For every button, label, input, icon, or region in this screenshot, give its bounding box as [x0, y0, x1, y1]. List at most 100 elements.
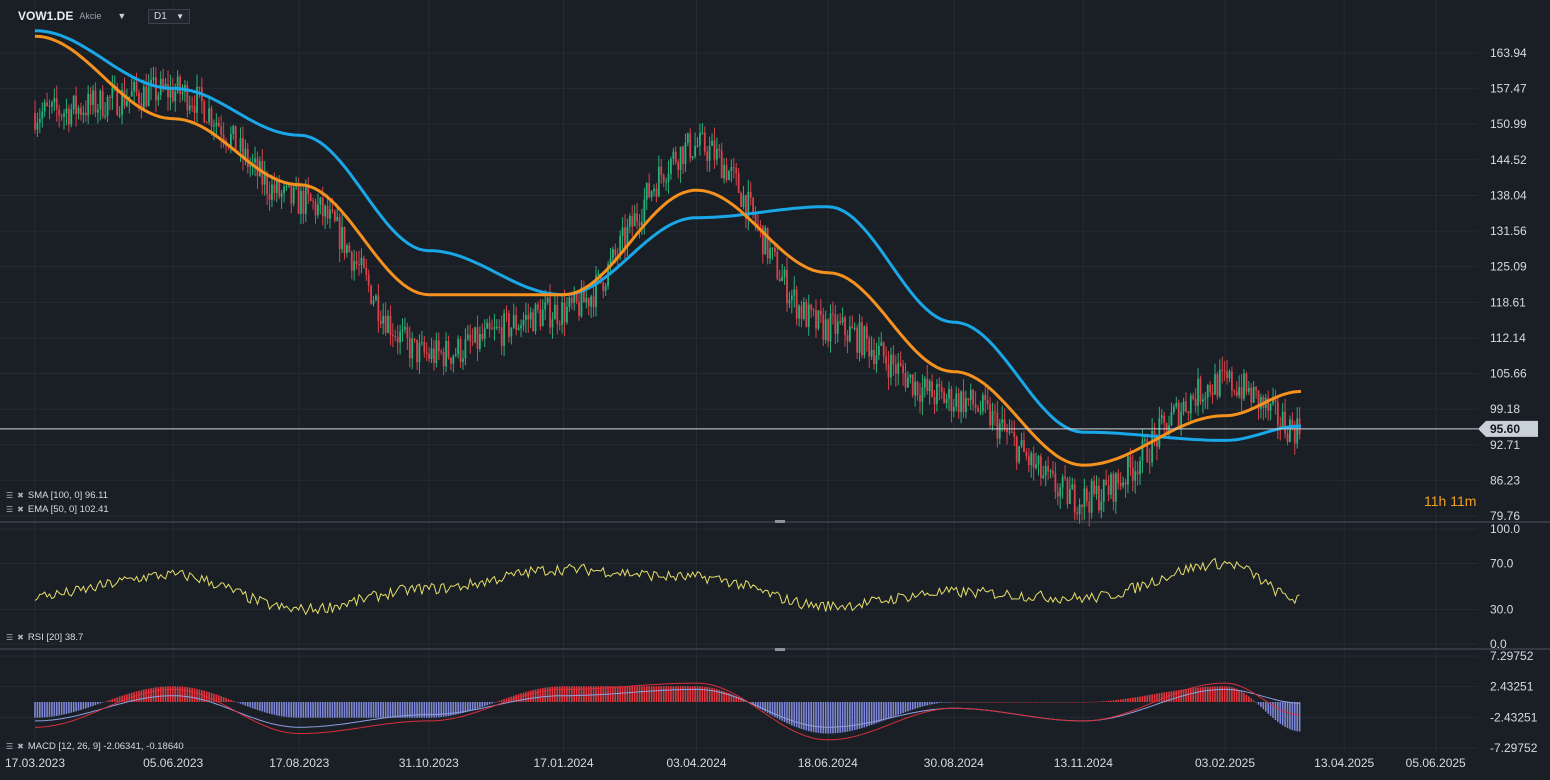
macd-histogram-bar — [890, 702, 892, 718]
candle-body — [34, 113, 36, 130]
candle-body — [89, 94, 92, 105]
pane-resize-handle-1[interactable] — [775, 520, 785, 523]
close-icon[interactable]: ✖ — [17, 505, 24, 514]
close-icon[interactable]: ✖ — [17, 742, 24, 751]
candle-body — [1095, 485, 1098, 495]
settings-icon[interactable]: ☰ — [6, 505, 14, 514]
candle-body — [239, 138, 242, 152]
macd-histogram-bar — [1211, 686, 1214, 702]
macd-histogram-bar — [928, 702, 931, 705]
candle-body — [534, 304, 537, 332]
candle-body — [70, 109, 73, 125]
macd-histogram-bar — [239, 702, 242, 704]
pane-resize-handle-2[interactable] — [775, 648, 785, 651]
macd-histogram-bar — [522, 692, 525, 702]
candle-body — [585, 298, 588, 303]
candle-body — [1136, 471, 1139, 475]
macd-histogram-bar — [442, 702, 445, 717]
candle-body — [171, 86, 174, 102]
macd-histogram-bar — [305, 702, 307, 718]
macd-signal-line — [35, 688, 1300, 728]
macd-histogram-bar — [278, 702, 281, 716]
settings-icon[interactable]: ☰ — [6, 491, 14, 500]
candle-body — [568, 297, 571, 307]
candle-body — [701, 132, 704, 134]
candle-body — [793, 289, 796, 296]
candle-body — [1027, 456, 1030, 466]
symbol-dropdown-icon[interactable]: ▼ — [117, 11, 127, 21]
rsi-legend[interactable]: ☰ ✖ RSI [20] 38.7 — [6, 632, 83, 643]
candle-body — [46, 102, 48, 106]
macd-histogram-bar — [94, 702, 97, 706]
macd-histogram-bar — [1148, 694, 1151, 702]
candle-body — [1066, 478, 1069, 504]
close-icon[interactable]: ✖ — [17, 491, 24, 500]
macd-histogram-bar — [133, 692, 135, 702]
macd-histogram-bar — [184, 686, 186, 702]
macd-histogram-bar — [109, 699, 111, 702]
candle-body — [307, 187, 310, 194]
macd-histogram-bar — [237, 702, 239, 703]
macd-histogram-bar — [1279, 702, 1282, 724]
macd-histogram-bar — [508, 697, 510, 702]
candle-body — [48, 105, 51, 107]
candle-body — [720, 150, 723, 179]
macd-histogram-bar — [568, 686, 571, 702]
settings-icon[interactable]: ☰ — [6, 742, 14, 751]
macd-histogram-bar — [1264, 702, 1267, 712]
settings-icon[interactable]: ☰ — [6, 633, 14, 642]
macd-histogram-bar — [210, 692, 213, 702]
macd-histogram-bar — [188, 687, 191, 702]
macd-histogram-bar — [123, 694, 126, 702]
macd-histogram-bar — [1011, 702, 1013, 703]
candle-body — [1110, 474, 1112, 495]
candle-body — [1071, 484, 1074, 490]
macd-histogram-bar — [111, 699, 114, 702]
macd-histogram-bar — [1040, 702, 1042, 703]
macd-histogram-bar — [754, 702, 757, 707]
macd-histogram-bar — [418, 702, 421, 718]
macd-histogram-bar — [800, 702, 803, 730]
candle-body — [292, 187, 295, 204]
macd-histogram-bar — [597, 686, 600, 702]
macd-legend[interactable]: ☰ ✖ MACD [12, 26, 9] -2.06341, -0.18640 — [6, 741, 184, 752]
candle-body — [679, 146, 682, 171]
macd-histogram-bar — [496, 701, 498, 703]
macd-histogram-bar — [1008, 702, 1011, 703]
candle-body — [145, 86, 148, 107]
current-price-badge: 95.60 — [1478, 420, 1538, 437]
macd-histogram-bar — [208, 692, 210, 702]
candle-body — [853, 327, 856, 329]
candle-body — [1139, 460, 1141, 475]
sma-legend[interactable]: ☰ ✖ SMA [100, 0] 96.11 — [6, 490, 108, 501]
close-icon[interactable]: ✖ — [17, 633, 24, 642]
candle-body — [1085, 488, 1088, 502]
macd-histogram-bar — [759, 702, 762, 709]
candle-body — [408, 338, 411, 359]
macd-histogram-bar — [875, 702, 878, 724]
macd-histogram-bar — [1136, 696, 1139, 702]
macd-histogram-bar — [561, 686, 563, 702]
macd-histogram-bar — [895, 702, 897, 716]
candle-body — [92, 90, 94, 105]
candle-body — [1189, 395, 1192, 414]
candle-body — [887, 364, 890, 378]
macd-histogram-bar — [179, 686, 181, 702]
candle-body — [740, 192, 742, 207]
ema-legend[interactable]: ☰ ✖ EMA [50, 0] 102.41 — [6, 504, 109, 515]
candle-body — [191, 105, 194, 107]
macd-histogram-bar — [948, 702, 950, 703]
timeframe-select[interactable]: D1 ▼ — [148, 9, 190, 24]
macd-histogram-bar — [1100, 701, 1103, 702]
candle-body — [140, 103, 143, 109]
candle-body — [979, 411, 982, 413]
candle-body — [752, 197, 755, 214]
macd-histogram-bar — [865, 702, 868, 727]
candle-body — [1052, 470, 1054, 474]
symbol-header[interactable]: VOW1.DE Akcie ▼ — [18, 9, 126, 23]
macd-histogram-bar — [994, 702, 996, 703]
candle-body — [1214, 374, 1216, 395]
macd-histogram-bar — [157, 687, 160, 702]
macd-histogram-bar — [70, 702, 73, 713]
